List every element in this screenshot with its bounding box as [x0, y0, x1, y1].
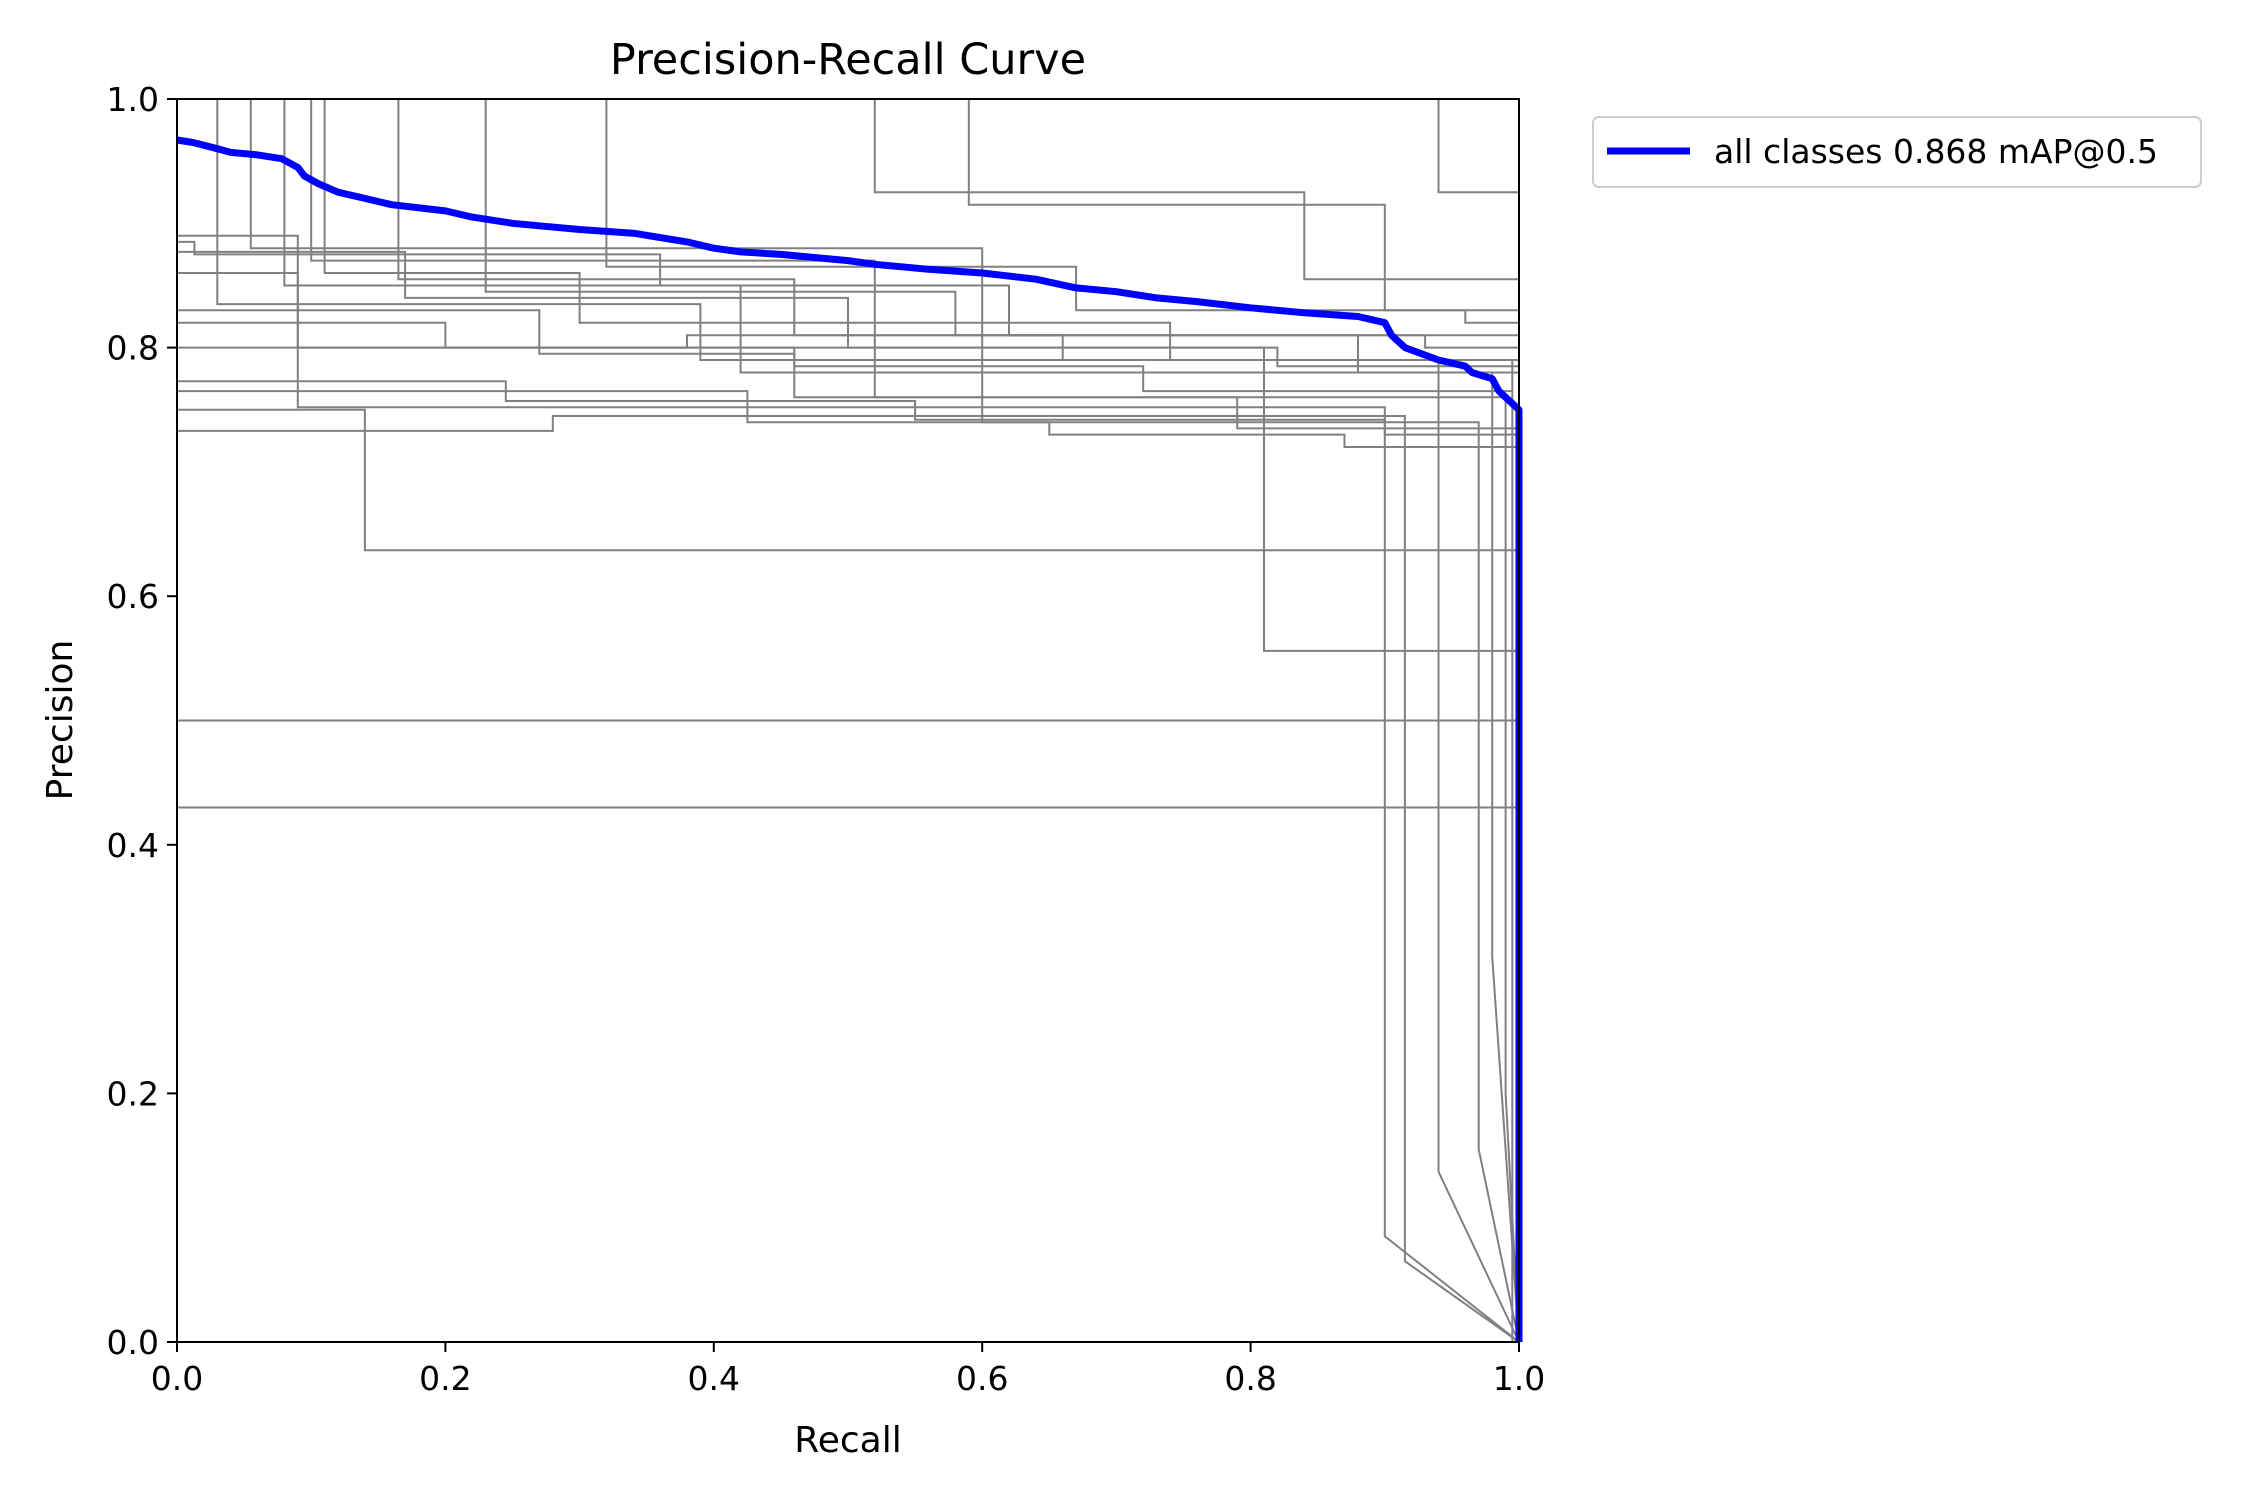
class-curve-21 [177, 390, 1519, 448]
chart-title: Precision-Recall Curve [610, 35, 1086, 85]
class-curve-24 [177, 321, 1519, 430]
class-curve-19 [177, 250, 1519, 368]
legend-box [1592, 116, 2202, 188]
y-tick-label-3: 0.6 [107, 577, 159, 616]
legend: all classes 0.868 mAP@0.5 [1592, 116, 2202, 188]
x-tick-label-4: 0.8 [1224, 1359, 1276, 1398]
x-axis-ticks: 0.0 0.2 0.4 0.6 0.8 1.0 [151, 1342, 1545, 1398]
x-axis-label: Recall [794, 1420, 901, 1461]
class-curve-5 [177, 234, 1520, 1343]
series-line-all-classes [176, 136, 1523, 1342]
x-tick-label-3: 0.6 [956, 1359, 1008, 1398]
class-curve-7 [177, 98, 1520, 1343]
y-tick-label-5: 1.0 [107, 80, 159, 119]
plot-area [176, 98, 1523, 1343]
y-axis-ticks: 0.0 0.2 0.4 0.6 0.8 1.0 [107, 80, 177, 1362]
x-tick-label-2: 0.4 [688, 1359, 740, 1398]
x-tick-label-0: 0.0 [151, 1359, 203, 1398]
class-curve-18 [177, 240, 1519, 337]
x-tick-label-5: 1.0 [1493, 1359, 1545, 1398]
y-tick-label-1: 0.2 [107, 1074, 159, 1113]
class-curve-20 [177, 380, 1519, 436]
y-tick-label-0: 0.0 [107, 1323, 159, 1362]
y-tick-label-4: 0.8 [107, 329, 159, 368]
y-axis-label: Precision [40, 640, 81, 801]
x-tick-label-1: 0.2 [419, 1359, 471, 1398]
plot-frame [176, 98, 1520, 1343]
class-curve-10 [177, 98, 1520, 1343]
class-curve-9 [177, 98, 1520, 1343]
legend-label-all-classes: all classes 0.868 mAP@0.5 [1714, 132, 2158, 171]
class-curve-13 [177, 98, 1519, 349]
y-tick-label-2: 0.4 [107, 826, 159, 865]
all-classes-series [176, 136, 1523, 1342]
class-curve-23 [177, 272, 1519, 361]
